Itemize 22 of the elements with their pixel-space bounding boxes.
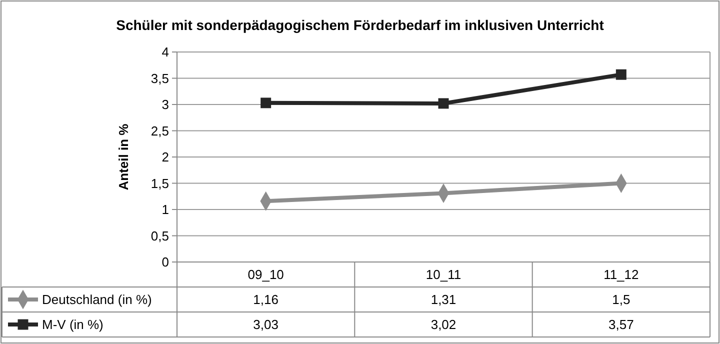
x-tick-label: 09_10: [248, 267, 284, 282]
data-label: 1,31: [430, 292, 456, 308]
data-label: 3,02: [430, 317, 456, 332]
chart-title: Schüler mit sonderpädagogischem Förderbedarf im inklusiven Unterricht: [116, 17, 604, 33]
data-label: 1,16: [253, 292, 278, 308]
data-label: 3,57: [608, 317, 634, 332]
y-tick-label: 2,5: [150, 123, 169, 138]
data-label: 3,03: [253, 317, 278, 332]
x-tick-label: 11_12: [604, 267, 639, 282]
y-tick-label: 4: [162, 44, 169, 60]
y-tick-label: 3: [162, 97, 169, 112]
y-tick-label: 0,5: [150, 228, 169, 244]
y-tick-label: 3,5: [150, 70, 169, 86]
data-label: 1,5: [612, 292, 630, 308]
y-tick-label: 0: [162, 254, 169, 270]
legend-label: Deutschland (in %): [42, 292, 152, 308]
y-tick-label: 1,5: [150, 176, 169, 191]
legend-label: M-V (in %): [42, 317, 104, 332]
x-tick-label: 10_11: [426, 267, 462, 282]
y-tick-label: 1: [162, 202, 169, 218]
y-tick-label: 2: [162, 150, 169, 165]
y-axis-title: Anteil in %: [116, 123, 131, 190]
